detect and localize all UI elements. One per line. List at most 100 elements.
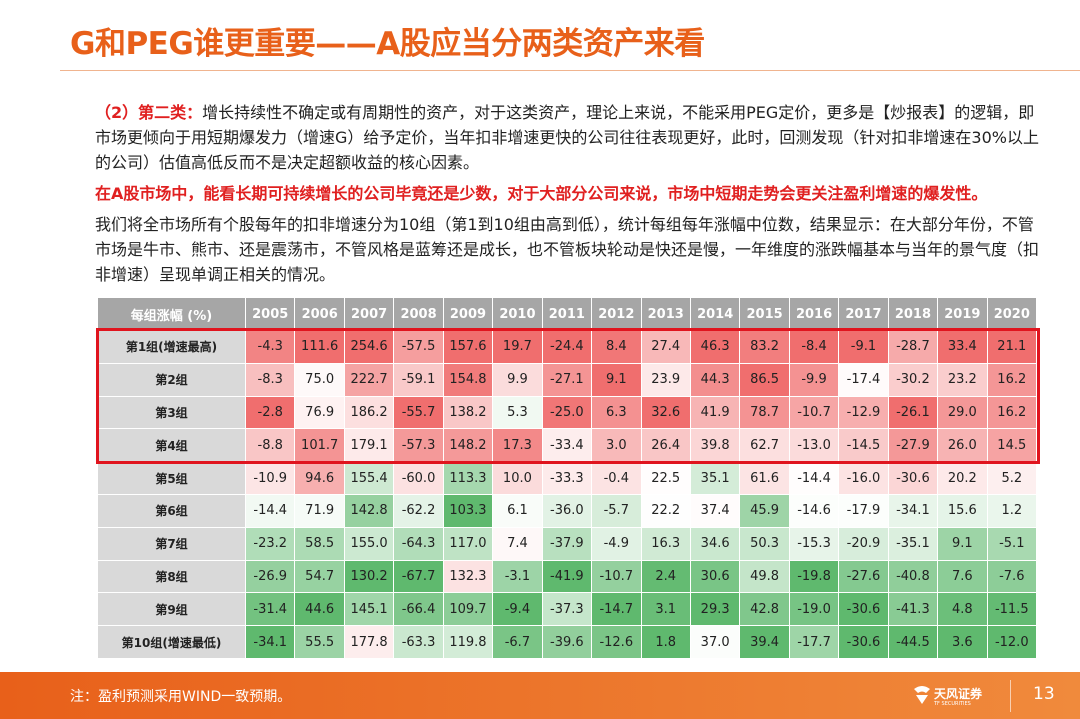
table-cell: -14.6 bbox=[788, 493, 840, 528]
table-cell: 16.2 bbox=[986, 362, 1038, 397]
table-row: 第10组(增速最低) -34.1 55.5 177.8 -63.3 119.8 -6.7 -3… bbox=[97, 625, 1038, 659]
column-header: 2014 bbox=[689, 297, 741, 331]
table-cell: -62.2 bbox=[393, 493, 444, 528]
table-cell: -30.6 bbox=[838, 625, 889, 659]
table-cell: 17.3 bbox=[492, 428, 543, 463]
table-cell: -63.3 bbox=[393, 625, 444, 659]
table-cell: 186.2 bbox=[343, 395, 395, 430]
table-cell: 50.3 bbox=[739, 526, 790, 561]
table-cell: 86.5 bbox=[739, 362, 790, 397]
table-cell: 113.3 bbox=[442, 461, 494, 495]
table-cell: -31.4 bbox=[244, 592, 296, 627]
table-cell: -55.7 bbox=[393, 395, 444, 430]
table-cell: 9.1 bbox=[937, 526, 988, 561]
table-cell: -8.8 bbox=[244, 428, 296, 463]
table-cell: -12.0 bbox=[986, 625, 1038, 659]
table-row: 第2组 -8.3 75.0 222.7 -59.1 154.8 9.9 -27.1 9.1 23.… bbox=[97, 362, 1038, 397]
table-cell: 8.4 bbox=[591, 330, 642, 364]
paragraph-label: （2）第二类： bbox=[95, 103, 203, 122]
table-cell: 62.7 bbox=[739, 428, 790, 463]
table-cell: -14.5 bbox=[838, 428, 889, 463]
table-cell: -17.9 bbox=[838, 493, 889, 528]
table-cell: -30.6 bbox=[887, 461, 939, 495]
table-cell: 37.4 bbox=[689, 493, 741, 528]
corner-header: 每组涨幅 (%) bbox=[97, 297, 246, 331]
table-cell: 39.4 bbox=[739, 625, 790, 659]
table-cell: -0.4 bbox=[591, 461, 642, 495]
table-cell: -19.8 bbox=[788, 559, 840, 594]
table-cell: 32.6 bbox=[640, 395, 691, 430]
table-cell: 75.0 bbox=[294, 362, 345, 397]
table-cell: 7.6 bbox=[937, 559, 988, 594]
paragraph: 我们将全市场所有个股每年的扣非增速分为10组（第1到10组由高到低），统计每组每… bbox=[95, 215, 1040, 284]
table-cell: 5.2 bbox=[986, 461, 1038, 495]
table-cell: -5.1 bbox=[986, 526, 1038, 561]
table-cell: -64.3 bbox=[393, 526, 444, 561]
column-header: 2017 bbox=[838, 297, 889, 331]
table-cell: 33.4 bbox=[937, 330, 988, 364]
table-cell: 6.1 bbox=[492, 493, 543, 528]
table-cell: 49.8 bbox=[739, 559, 790, 594]
table-cell: 3.0 bbox=[591, 428, 642, 463]
table-cell: -44.5 bbox=[887, 625, 939, 659]
table-cell: 7.4 bbox=[492, 526, 543, 561]
table-cell: -37.9 bbox=[541, 526, 593, 561]
logo-icon bbox=[914, 686, 930, 704]
table-cell: -67.7 bbox=[393, 559, 444, 594]
column-header: 2016 bbox=[788, 297, 840, 331]
table-row: 第8组 -26.9 54.7 130.2 -67.7 132.3 -3.1 -41.9 -10.… bbox=[97, 559, 1038, 594]
column-header: 2007 bbox=[343, 297, 395, 331]
table-cell: 138.2 bbox=[442, 395, 494, 430]
table-cell: 29.3 bbox=[689, 592, 741, 627]
table-cell: 83.2 bbox=[739, 330, 790, 364]
table-cell: -28.7 bbox=[887, 330, 939, 364]
column-header: 2012 bbox=[591, 297, 642, 331]
table-cell: -14.4 bbox=[244, 493, 296, 528]
table-cell: 16.2 bbox=[986, 395, 1038, 430]
table-cell: -12.9 bbox=[838, 395, 889, 430]
table-cell: -66.4 bbox=[393, 592, 444, 627]
table-cell: -3.1 bbox=[492, 559, 543, 594]
column-header: 2009 bbox=[442, 297, 494, 331]
table-cell: 54.7 bbox=[294, 559, 345, 594]
table-cell: -24.4 bbox=[541, 330, 593, 364]
table-cell: -27.6 bbox=[838, 559, 889, 594]
table-cell: 35.1 bbox=[689, 461, 741, 495]
table-row: 第5组 -10.9 94.6 155.4 -60.0 113.3 10.0 -33.3 -0.4… bbox=[97, 461, 1038, 495]
column-header: 2008 bbox=[393, 297, 444, 331]
table-cell: -27.9 bbox=[887, 428, 939, 463]
table-cell: 10.0 bbox=[492, 461, 543, 495]
table-cell: -20.9 bbox=[838, 526, 889, 561]
table-cell: 130.2 bbox=[343, 559, 395, 594]
table-cell: 21.1 bbox=[986, 330, 1038, 364]
table-cell: 5.3 bbox=[492, 395, 543, 430]
table-cell: 117.0 bbox=[442, 526, 494, 561]
table-cell: 39.8 bbox=[689, 428, 741, 463]
table-cell: 44.3 bbox=[689, 362, 741, 397]
table-cell: 177.8 bbox=[343, 625, 395, 659]
table-cell: -26.9 bbox=[244, 559, 296, 594]
table-cell: 27.4 bbox=[640, 330, 691, 364]
table-cell: -33.3 bbox=[541, 461, 593, 495]
table-cell: 37.0 bbox=[689, 625, 741, 659]
column-header: 2010 bbox=[492, 297, 543, 331]
paragraph-text: 增长持续性不确定或有周期性的资产，对于这类资产，理论上来说，不能采用PEG定价，… bbox=[95, 103, 1039, 172]
table-cell: -14.7 bbox=[591, 592, 642, 627]
column-header: 2005 bbox=[244, 297, 296, 331]
table-cell: -5.7 bbox=[591, 493, 642, 528]
table-cell: -9.4 bbox=[492, 592, 543, 627]
table-cell: -11.5 bbox=[986, 592, 1038, 627]
table-cell: 9.9 bbox=[492, 362, 543, 397]
table-cell: -27.1 bbox=[541, 362, 593, 397]
table-cell: -34.1 bbox=[887, 493, 939, 528]
table-cell: 61.6 bbox=[739, 461, 790, 495]
table-cell: 157.6 bbox=[442, 330, 494, 364]
table-cell: 45.9 bbox=[739, 493, 790, 528]
row-label: 第7组 bbox=[97, 526, 246, 561]
table-cell: 145.1 bbox=[343, 592, 395, 627]
column-header: 2018 bbox=[887, 297, 939, 331]
table-cell: 22.2 bbox=[640, 493, 691, 528]
table-cell: 101.7 bbox=[294, 428, 345, 463]
table-cell: -16.0 bbox=[838, 461, 889, 495]
table-cell: 103.3 bbox=[442, 493, 494, 528]
